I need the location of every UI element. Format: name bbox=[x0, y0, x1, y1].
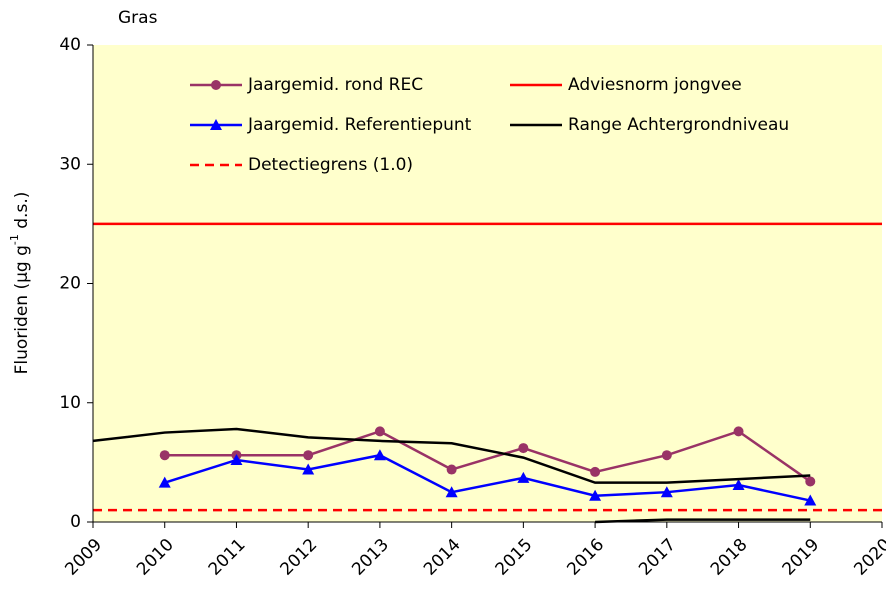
point bbox=[517, 471, 530, 483]
legend-label: Jaargemid. rond REC bbox=[247, 75, 423, 95]
point bbox=[732, 479, 745, 491]
y-label-part: d.s.) bbox=[12, 192, 32, 235]
point bbox=[230, 453, 243, 465]
y-label-sup: -1 bbox=[8, 234, 21, 245]
legend-label: Range Achtergrondniveau bbox=[568, 115, 789, 135]
y-tick-label: 20 bbox=[59, 274, 81, 294]
series-line bbox=[92, 427, 811, 484]
point bbox=[158, 476, 171, 488]
x-tick-label: 2010 bbox=[133, 535, 178, 580]
x-tick-label: 2016 bbox=[563, 535, 608, 580]
y-tick-label: 0 bbox=[70, 512, 81, 532]
x-tick-label: 2018 bbox=[707, 535, 752, 580]
point bbox=[302, 463, 315, 475]
x-tick-label: 2012 bbox=[277, 535, 322, 580]
x-tick-label: 2013 bbox=[348, 535, 393, 580]
point bbox=[733, 426, 744, 437]
x-tick-label: 2009 bbox=[61, 535, 106, 580]
point bbox=[661, 450, 672, 461]
point bbox=[373, 449, 386, 461]
point bbox=[589, 489, 602, 501]
point bbox=[518, 443, 529, 454]
x-tick-label: 2015 bbox=[492, 535, 537, 580]
y-axis-label: Fluoriden (µg g-1 d.s.) bbox=[8, 192, 32, 375]
x-tick-label: 2014 bbox=[420, 535, 465, 580]
series-line bbox=[164, 429, 811, 483]
x-tick-label: 2020 bbox=[850, 535, 886, 580]
point bbox=[210, 119, 222, 130]
x-tick-label: 2019 bbox=[779, 535, 824, 580]
point bbox=[446, 464, 457, 475]
y-label-part: Fluoriden (µg g bbox=[12, 245, 32, 374]
legend-label: Adviesnorm jongvee bbox=[568, 75, 742, 95]
legend-label: Detectiegrens (1.0) bbox=[248, 155, 413, 175]
point bbox=[660, 486, 673, 498]
legend-label: Jaargemid. Referentiepunt bbox=[247, 115, 472, 135]
y-tick-label: 10 bbox=[59, 393, 81, 413]
chart-title: Gras bbox=[118, 8, 158, 28]
y-tick-label: 40 bbox=[59, 35, 81, 55]
series-line-low bbox=[595, 518, 811, 524]
y-tick-label: 30 bbox=[59, 154, 81, 174]
point bbox=[445, 486, 458, 498]
point bbox=[590, 466, 601, 477]
x-tick-label: 2017 bbox=[635, 535, 680, 580]
point bbox=[805, 476, 816, 487]
point bbox=[804, 494, 817, 506]
point bbox=[159, 450, 170, 461]
x-tick-label: 2011 bbox=[205, 535, 250, 580]
point bbox=[303, 450, 314, 461]
point bbox=[374, 426, 385, 437]
series-line bbox=[164, 453, 811, 502]
point bbox=[211, 80, 221, 90]
